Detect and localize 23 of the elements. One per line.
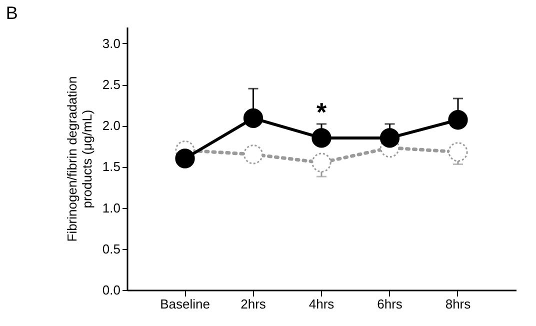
x-tick-label: 6hrs <box>377 296 403 312</box>
y-tick-label: 0.0 <box>102 282 120 298</box>
y-axis-title: Fibrinogen/fibrin degradation products (μg/mL) <box>64 76 94 242</box>
point <box>312 128 332 148</box>
point <box>243 108 264 128</box>
y-tick-label: 1.0 <box>102 200 120 216</box>
y-tick-label: 1.5 <box>102 159 120 174</box>
point <box>380 128 400 148</box>
y-tick-label: 2.5 <box>102 77 120 92</box>
y-tick-label: 0.5 <box>102 241 120 256</box>
annotation: * <box>316 96 328 127</box>
chart-title: B <box>6 3 18 23</box>
point <box>243 144 264 164</box>
x-tick-label: 4hrs <box>308 296 335 312</box>
point <box>448 142 468 162</box>
point <box>312 152 332 172</box>
y-tick-label: 3.0 <box>102 36 120 51</box>
y-tick-label: 2.0 <box>102 118 120 134</box>
point <box>175 148 195 168</box>
x-tick-label: 8hrs <box>445 296 472 312</box>
x-tick-label: 2hrs <box>240 296 266 312</box>
point <box>448 110 468 130</box>
x-tick-label: Baseline <box>160 296 210 312</box>
